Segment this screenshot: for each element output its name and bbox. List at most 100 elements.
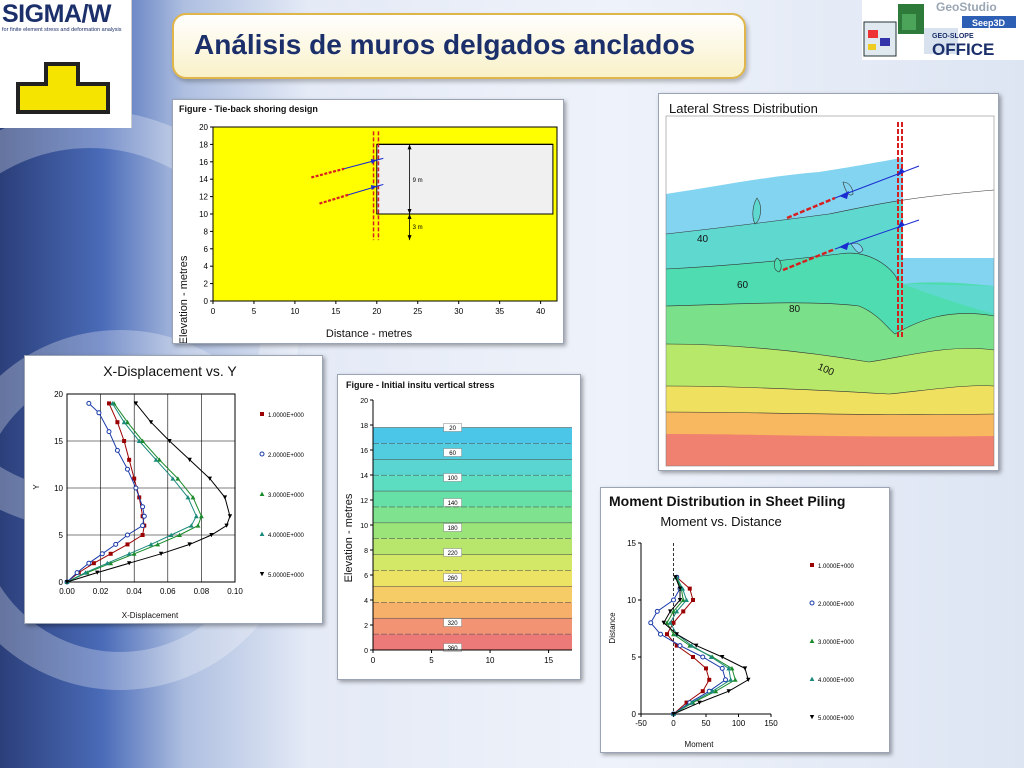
legend-label: 3.0000E+000 xyxy=(818,640,855,646)
x-tick-label: 0 xyxy=(211,307,216,316)
data-point xyxy=(113,541,119,547)
y-tick-label: 20 xyxy=(54,390,63,399)
data-point xyxy=(728,677,734,682)
x-tick-label: 0.04 xyxy=(126,587,142,596)
vertical-stress-figure: Figure - Initial insitu vertical stress … xyxy=(343,380,572,665)
y-tick-label: 20 xyxy=(360,398,368,405)
data-point xyxy=(148,542,154,547)
data-point xyxy=(158,551,164,556)
data-point xyxy=(106,429,112,435)
y-tick-label: 4 xyxy=(364,598,368,605)
x-tick-label: 5 xyxy=(252,307,257,316)
data-point xyxy=(723,677,728,683)
moment-chart-panel: Moment Distribution in Sheet Piling Mome… xyxy=(600,487,890,753)
data-point xyxy=(140,523,146,529)
data-point xyxy=(661,620,666,625)
data-point xyxy=(700,654,706,660)
data-point xyxy=(96,410,102,416)
contour-label: 80 xyxy=(789,304,801,315)
legend-label: 4.0000E+000 xyxy=(268,533,305,539)
series-line xyxy=(66,403,231,583)
data-point xyxy=(153,457,159,462)
x-tick-label: 0 xyxy=(371,656,376,665)
legend-label: 1.0000E+000 xyxy=(818,564,855,570)
data-point xyxy=(99,551,105,557)
data-point xyxy=(131,551,137,556)
data-point xyxy=(108,560,114,566)
data-point xyxy=(124,532,130,538)
data-point xyxy=(697,700,702,705)
tieback-figure: Figure - Tie-back shoring design Distanc… xyxy=(178,104,558,343)
data-point xyxy=(155,542,161,547)
data-point xyxy=(691,598,695,602)
data-point xyxy=(83,570,88,575)
series-line xyxy=(650,577,727,715)
data-point xyxy=(664,620,670,625)
contour-label: 260 xyxy=(448,576,459,582)
data-point xyxy=(64,580,70,585)
legend-marker xyxy=(260,412,264,416)
data-point xyxy=(109,401,115,406)
x-tick-label: 0.10 xyxy=(227,587,243,596)
data-point xyxy=(209,533,214,538)
y-tick-label: 18 xyxy=(360,423,368,430)
y-tick-label: 14 xyxy=(199,175,208,184)
data-point xyxy=(687,586,692,591)
data-point xyxy=(671,597,676,603)
x-axis-label: Moment xyxy=(685,740,715,749)
x-axis-label: Distance - metres xyxy=(326,328,413,340)
data-point xyxy=(168,532,174,537)
vertical-stress-panel: Figure - Initial insitu vertical stress … xyxy=(337,374,581,680)
y-tick-label: 2 xyxy=(204,280,209,289)
stress-band xyxy=(373,522,572,539)
legend-marker xyxy=(259,572,265,577)
data-point xyxy=(126,561,132,566)
suite-text: OFFICE xyxy=(932,40,994,59)
data-point xyxy=(713,688,719,694)
chart-title: Lateral Stress Distribution xyxy=(669,101,818,116)
y-tick-label: 15 xyxy=(627,539,636,548)
series-line xyxy=(66,403,197,583)
y-tick-label: 6 xyxy=(204,245,209,254)
anchor-tendons xyxy=(834,165,920,250)
data-point xyxy=(86,560,92,566)
anchor-grout xyxy=(782,196,836,272)
data-point xyxy=(680,586,685,591)
geostudio-logo: GeoStudio Seep3D GEO-SLOPE OFFICE xyxy=(862,0,1024,60)
data-point xyxy=(127,457,132,462)
data-point xyxy=(224,523,229,528)
tieback-figure-panel: Figure - Tie-back shoring design Distanc… xyxy=(172,99,564,344)
data-point xyxy=(677,643,683,649)
x-tick-label: -50 xyxy=(635,719,647,728)
legend-label: 5.0000E+000 xyxy=(268,573,305,579)
data-point xyxy=(674,643,679,648)
stress-band xyxy=(373,443,572,460)
x-axis-label: X-Displacement xyxy=(122,611,179,620)
data-point xyxy=(742,666,748,671)
y-tick-label: 6 xyxy=(364,573,368,580)
data-point xyxy=(704,666,708,671)
x-tick-label: 40 xyxy=(536,307,545,316)
data-point xyxy=(121,419,127,425)
stress-band xyxy=(373,634,572,650)
data-point xyxy=(126,551,132,556)
data-point xyxy=(107,401,111,406)
y-axis-label: Y xyxy=(32,484,41,490)
y-tick-label: 4 xyxy=(204,262,209,271)
stress-band xyxy=(373,459,572,476)
data-point xyxy=(140,504,146,510)
stress-band xyxy=(373,602,572,619)
chart-title: Figure - Initial insitu vertical stress xyxy=(346,380,495,390)
y-tick-label: 0 xyxy=(59,578,64,587)
x-tick-label: 15 xyxy=(544,656,553,665)
contour-label: 140 xyxy=(448,501,459,507)
chart-title: Figure - Tie-back shoring design xyxy=(179,104,318,114)
data-point xyxy=(133,401,139,406)
stress-band xyxy=(373,618,572,635)
legend-label: 2.0000E+000 xyxy=(268,453,305,459)
data-point xyxy=(175,476,181,481)
data-point xyxy=(148,420,154,425)
data-point xyxy=(689,700,695,705)
sigma-w-logo: SIGMA/W for finite element stress and de… xyxy=(0,0,132,128)
x-tick-label: 30 xyxy=(454,307,463,316)
